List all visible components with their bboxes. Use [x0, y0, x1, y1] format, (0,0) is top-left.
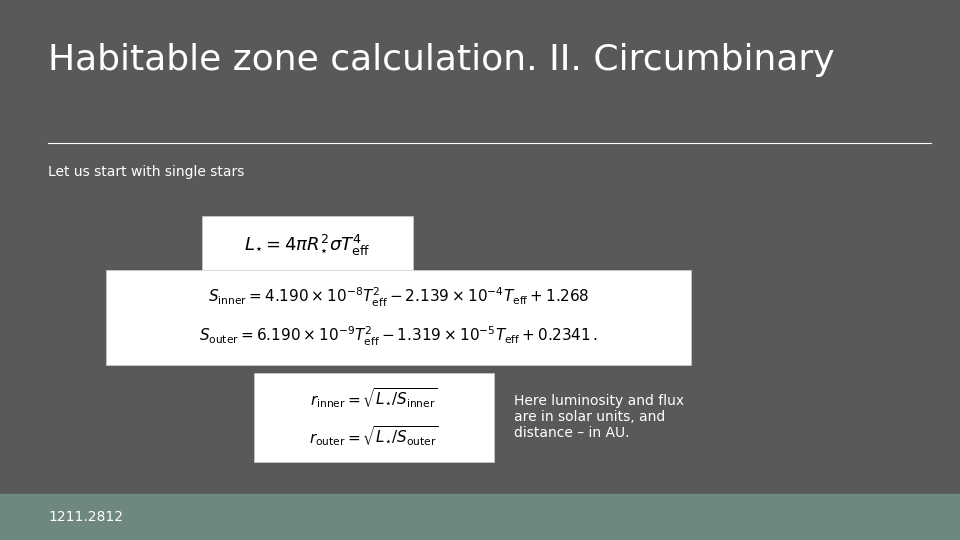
Text: Here luminosity and flux
are in solar units, and
distance – in AU.: Here luminosity and flux are in solar un… — [514, 394, 684, 440]
Text: Let us start with single stars: Let us start with single stars — [48, 165, 245, 179]
FancyBboxPatch shape — [254, 373, 494, 462]
Bar — [0, 494, 960, 540]
Text: $L_{\star} = 4\pi R_{\star}^2 \sigma T_{\mathrm{eff}}^4$: $L_{\star} = 4\pi R_{\star}^2 \sigma T_{… — [244, 233, 371, 258]
Text: $r_{\mathrm{outer}} = \sqrt{L_{\star}/S_{\mathrm{outer}}}$: $r_{\mathrm{outer}} = \sqrt{L_{\star}/S_… — [309, 424, 440, 448]
FancyBboxPatch shape — [202, 216, 413, 275]
Text: $r_{\mathrm{inner}} = \sqrt{L_{\star}/S_{\mathrm{inner}}}$: $r_{\mathrm{inner}} = \sqrt{L_{\star}/S_… — [310, 386, 439, 410]
Text: 1211.2812: 1211.2812 — [48, 510, 123, 524]
Text: Habitable zone calculation. II. Circumbinary: Habitable zone calculation. II. Circumbi… — [48, 43, 834, 77]
Text: $S_{\mathrm{inner}} = 4.190 \times 10^{-8} T_{\mathrm{eff}}^2 - 2.139 \times 10^: $S_{\mathrm{inner}} = 4.190 \times 10^{-… — [207, 286, 589, 309]
FancyBboxPatch shape — [106, 270, 691, 364]
Text: $S_{\mathrm{outer}} = 6.190 \times 10^{-9} T_{\mathrm{eff}}^2 - 1.319 \times 10^: $S_{\mathrm{outer}} = 6.190 \times 10^{-… — [199, 325, 598, 348]
